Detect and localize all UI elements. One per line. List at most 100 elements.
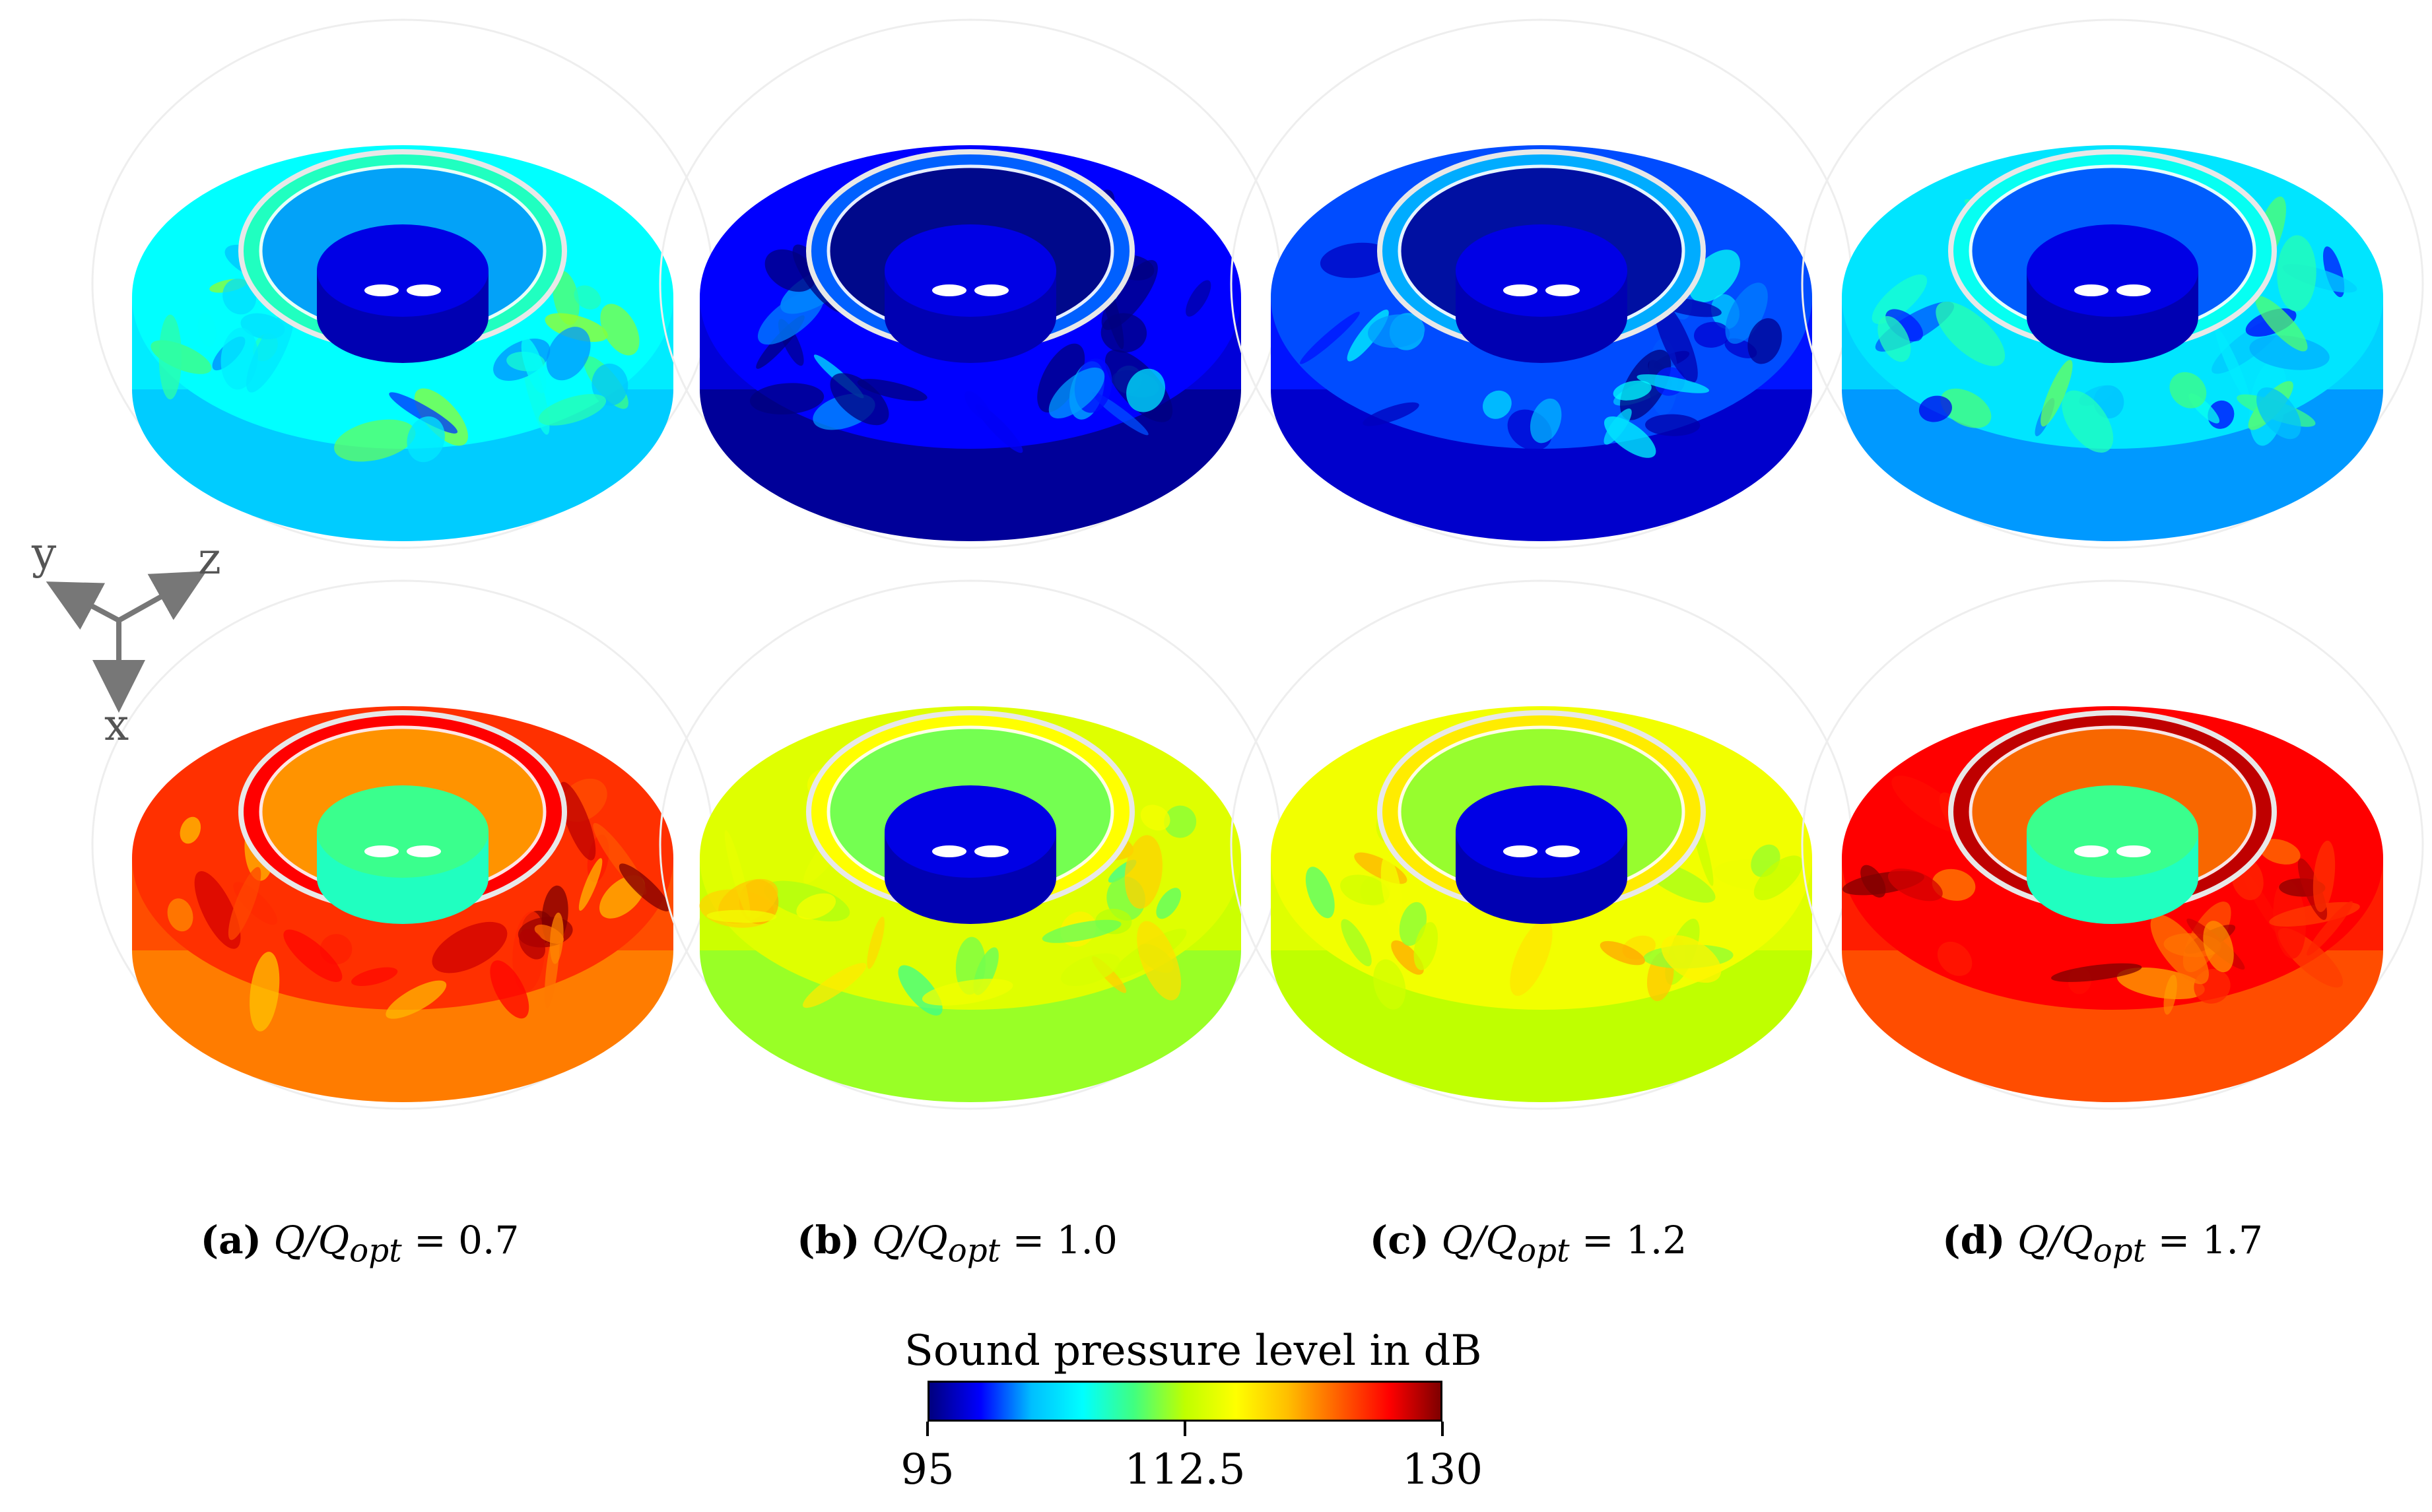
hub-slot — [932, 284, 966, 296]
texture-patch — [1530, 398, 1562, 444]
texture-patch — [2051, 963, 2142, 982]
colorbar-title: Sound pressure level in dB — [904, 1327, 1482, 1375]
caption-b: (b) Q/Qopt = 1.0 — [772, 1218, 1142, 1270]
texture-patch — [1126, 368, 1166, 412]
texture-patch — [591, 363, 628, 406]
texture-patch — [2256, 387, 2301, 440]
texture-patch — [1937, 941, 1973, 976]
hub-slot — [407, 845, 441, 857]
caption-c: (c) Q/Qopt = 1.2 — [1343, 1218, 1713, 1270]
texture-patch — [749, 383, 825, 414]
caption-value: = 1.0 — [1012, 1218, 1118, 1263]
hub-slot — [407, 284, 441, 296]
axis-label-y: y — [32, 528, 57, 579]
impeller-a-top — [91, 18, 714, 549]
caption-sub: opt — [1517, 1232, 1570, 1270]
texture-patch — [1747, 318, 1782, 364]
texture-patch — [600, 304, 640, 356]
texture-patch — [1654, 298, 1698, 383]
texture-patch — [1936, 302, 2006, 366]
texture-patch — [2255, 296, 2308, 352]
texture-patch — [1940, 388, 1992, 428]
hub-slot — [2074, 284, 2109, 296]
texture-patch — [1483, 390, 1512, 419]
texture-patch — [1060, 953, 1120, 987]
housing-outline — [1801, 579, 2424, 1110]
texture-patch — [1140, 805, 1170, 831]
caption-letter: (d) — [1942, 1218, 2006, 1263]
texture-patch — [167, 898, 193, 932]
hub-slot — [1545, 284, 1580, 296]
texture-patch — [1693, 321, 1730, 348]
texture-patch — [619, 863, 670, 911]
texture-patch — [1600, 940, 1645, 966]
texture-patch — [1048, 367, 1105, 419]
hub-slot — [1503, 284, 1537, 296]
texture-patch — [1341, 919, 1372, 967]
axis-label-z: z — [198, 533, 221, 584]
texture-patch — [521, 337, 547, 393]
texture-patch — [2259, 839, 2301, 865]
axis-triad — [46, 571, 207, 713]
caption-q: Q/Q — [872, 1218, 948, 1263]
hub-top — [317, 785, 489, 878]
caption-sub: opt — [349, 1232, 402, 1270]
texture-patch — [1380, 855, 1402, 924]
texture-patch — [1661, 935, 1722, 983]
texture-patch — [964, 391, 991, 421]
texture-patch — [1164, 805, 1197, 838]
hub-slot — [2116, 845, 2151, 857]
texture-patch — [1037, 343, 1085, 412]
impeller-renders — [91, 18, 2424, 1110]
caption-value: = 0.7 — [414, 1218, 520, 1263]
caption-q: Q/Q — [1441, 1218, 1518, 1263]
hub-top — [1456, 785, 1627, 878]
texture-patch — [1156, 888, 1182, 919]
caption-d: (d) Q/Qopt = 1.7 — [1918, 1218, 2287, 1270]
hub-slot — [2074, 845, 2109, 857]
hub-slot — [974, 845, 1009, 857]
texture-patch — [2269, 902, 2360, 927]
texture-patch — [222, 279, 257, 315]
texture-patch — [2215, 327, 2250, 403]
texture-patch — [546, 327, 591, 381]
hub-slot — [2116, 284, 2151, 296]
hub-slot — [932, 845, 966, 857]
caption-q: Q/Q — [2017, 1218, 2093, 1263]
caption-a: (a) Q/Qopt = 0.7 — [175, 1218, 545, 1270]
texture-patch — [553, 271, 580, 325]
colorbar-tick-min: 95 — [900, 1445, 955, 1494]
texture-patch — [1368, 314, 1425, 348]
texture-patch — [922, 978, 1013, 1006]
texture-patch — [1637, 374, 1710, 393]
caption-q: Q/Q — [273, 1218, 350, 1263]
caption-value: = 1.7 — [2157, 1218, 2263, 1263]
hub-top — [885, 224, 1056, 317]
impeller-d-bottom — [1801, 579, 2424, 1110]
texture-patch — [1510, 919, 1553, 996]
texture-patch — [351, 967, 398, 987]
hub-top — [2027, 224, 2198, 317]
texture-patch — [1613, 380, 1652, 401]
texture-patch — [2062, 390, 2114, 453]
texture-patch — [578, 858, 603, 911]
texture-patch — [857, 379, 928, 401]
axis-label-x: x — [104, 700, 129, 750]
texture-patch — [1305, 867, 1335, 919]
texture-patch — [228, 867, 261, 940]
caption-letter: (a) — [200, 1218, 262, 1263]
hub-top — [317, 224, 489, 317]
texture-patch — [1885, 309, 1923, 342]
texture-patch — [1887, 869, 1943, 902]
texture-patch — [1872, 274, 1928, 324]
texture-patch — [1753, 855, 1803, 900]
caption-value: = 1.2 — [1581, 1218, 1687, 1263]
texture-patch — [1124, 835, 1163, 909]
texture-patch — [2307, 901, 2353, 956]
texture-patch — [757, 290, 825, 345]
texture-patch — [407, 416, 445, 463]
texture-patch — [2041, 360, 2073, 427]
texture-patch — [2203, 921, 2234, 973]
texture-patch — [1725, 282, 1768, 344]
impeller-b-bottom — [659, 579, 1282, 1110]
